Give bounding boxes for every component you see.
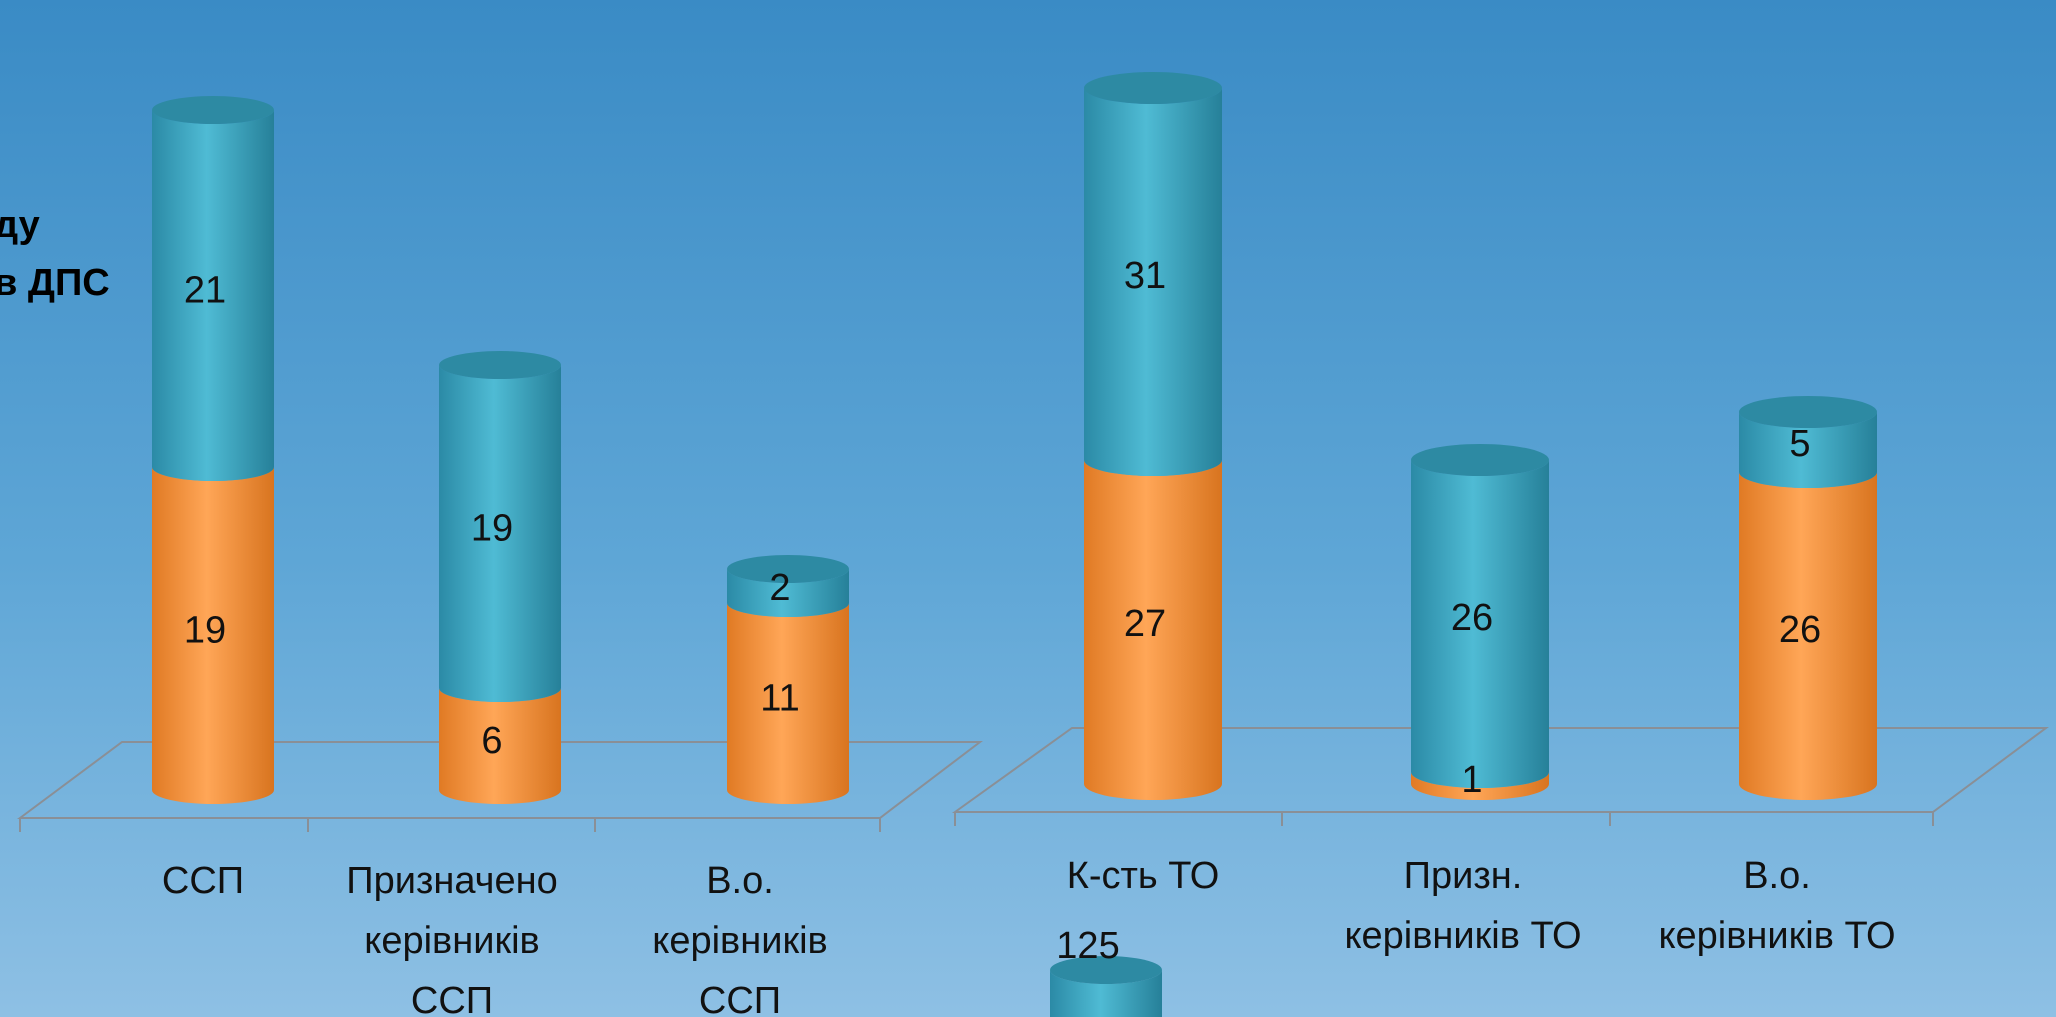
chart-2-bar-3 [1739,396,1877,800]
chart-2-bar-2-segment-2 [1411,460,1549,788]
chart-1-bar-3-segment-2 [727,569,849,617]
chart-2-bar-2-top [1411,444,1549,476]
chart-1-bar-1-segment-2 [152,110,274,481]
chart-1-bar-2-segment-2 [439,365,561,702]
chart-3-bar-1 [1050,956,1162,1017]
chart-1-bar-1 [152,96,274,804]
chart-2-bar-3-top [1739,396,1877,428]
chart-1-bar-2-value-1: 6 [481,720,502,762]
chart-2-bar-3-segment-1 [1739,472,1877,800]
chart-1-category-label-2: Призначено керівників ССП [346,860,557,1017]
chart-2-bar-2 [1411,444,1549,800]
chart-1-bar-3-value-1: 11 [760,678,799,720]
chart-2-floor [951,727,2050,813]
chart-3-bar-1-value-1: 125 [1056,925,1119,967]
chart-2-bar-1-value-2: 31 [1124,255,1166,297]
chart-2-bar-1-top [1084,72,1222,104]
chart-2-bar-3-value-1: 26 [1779,609,1821,651]
chart-2-bar-1-value-1: 27 [1124,603,1166,645]
chart-1-bar-1-value-2: 21 [184,270,226,312]
chart-1-bar-3-top [727,555,849,583]
chart-2-bar-3-segment-2 [1739,412,1877,488]
chart-1-category-label-1: ССП [162,860,244,902]
chart-3-bar-1-top [1050,956,1162,984]
chart-1-floor [16,741,983,819]
chart-2-bar-2-segment-1 [1411,772,1549,800]
chart-2-bar-1-segment-2 [1084,88,1222,476]
chart-3-bar-1-segment-1 [1050,970,1162,1017]
chart-1-bar-3-segment-1 [727,603,849,804]
chart-1-bar-1-segment-1 [152,467,274,804]
chart-title-fragment-line1: ду [0,204,40,246]
chart-1-bar-3 [727,555,849,804]
chart-1-category-label-3: В.о. керівників ССП [652,860,827,1017]
chart-2-category-label-1: К-сть ТО [1067,855,1220,897]
chart-1-bar-2-segment-1 [439,688,561,804]
chart-1-bar-2-value-2: 19 [471,508,513,550]
chart-2-bar-1-segment-1 [1084,460,1222,800]
chart-title-fragment-line2: в ДПС [0,262,110,304]
chart-1-bar-1-top [152,96,274,124]
chart-2-category-label-3: В.о. керівників ТО [1658,855,1895,957]
chart-1-bar-1-value-1: 19 [184,610,226,652]
chart-1-bar-3-value-2: 2 [769,567,790,609]
chart-1-bar-2 [439,351,561,804]
chart-2-category-label-2: Призн. керівників ТО [1344,855,1581,957]
chart-2-bar-1 [1084,72,1222,800]
chart-2-bar-2-value-1: 1 [1461,759,1482,801]
chart-2-bar-2-value-2: 26 [1451,597,1493,639]
chart-2-bar-3-value-2: 5 [1789,423,1810,465]
chart-1-bar-2-top [439,351,561,379]
